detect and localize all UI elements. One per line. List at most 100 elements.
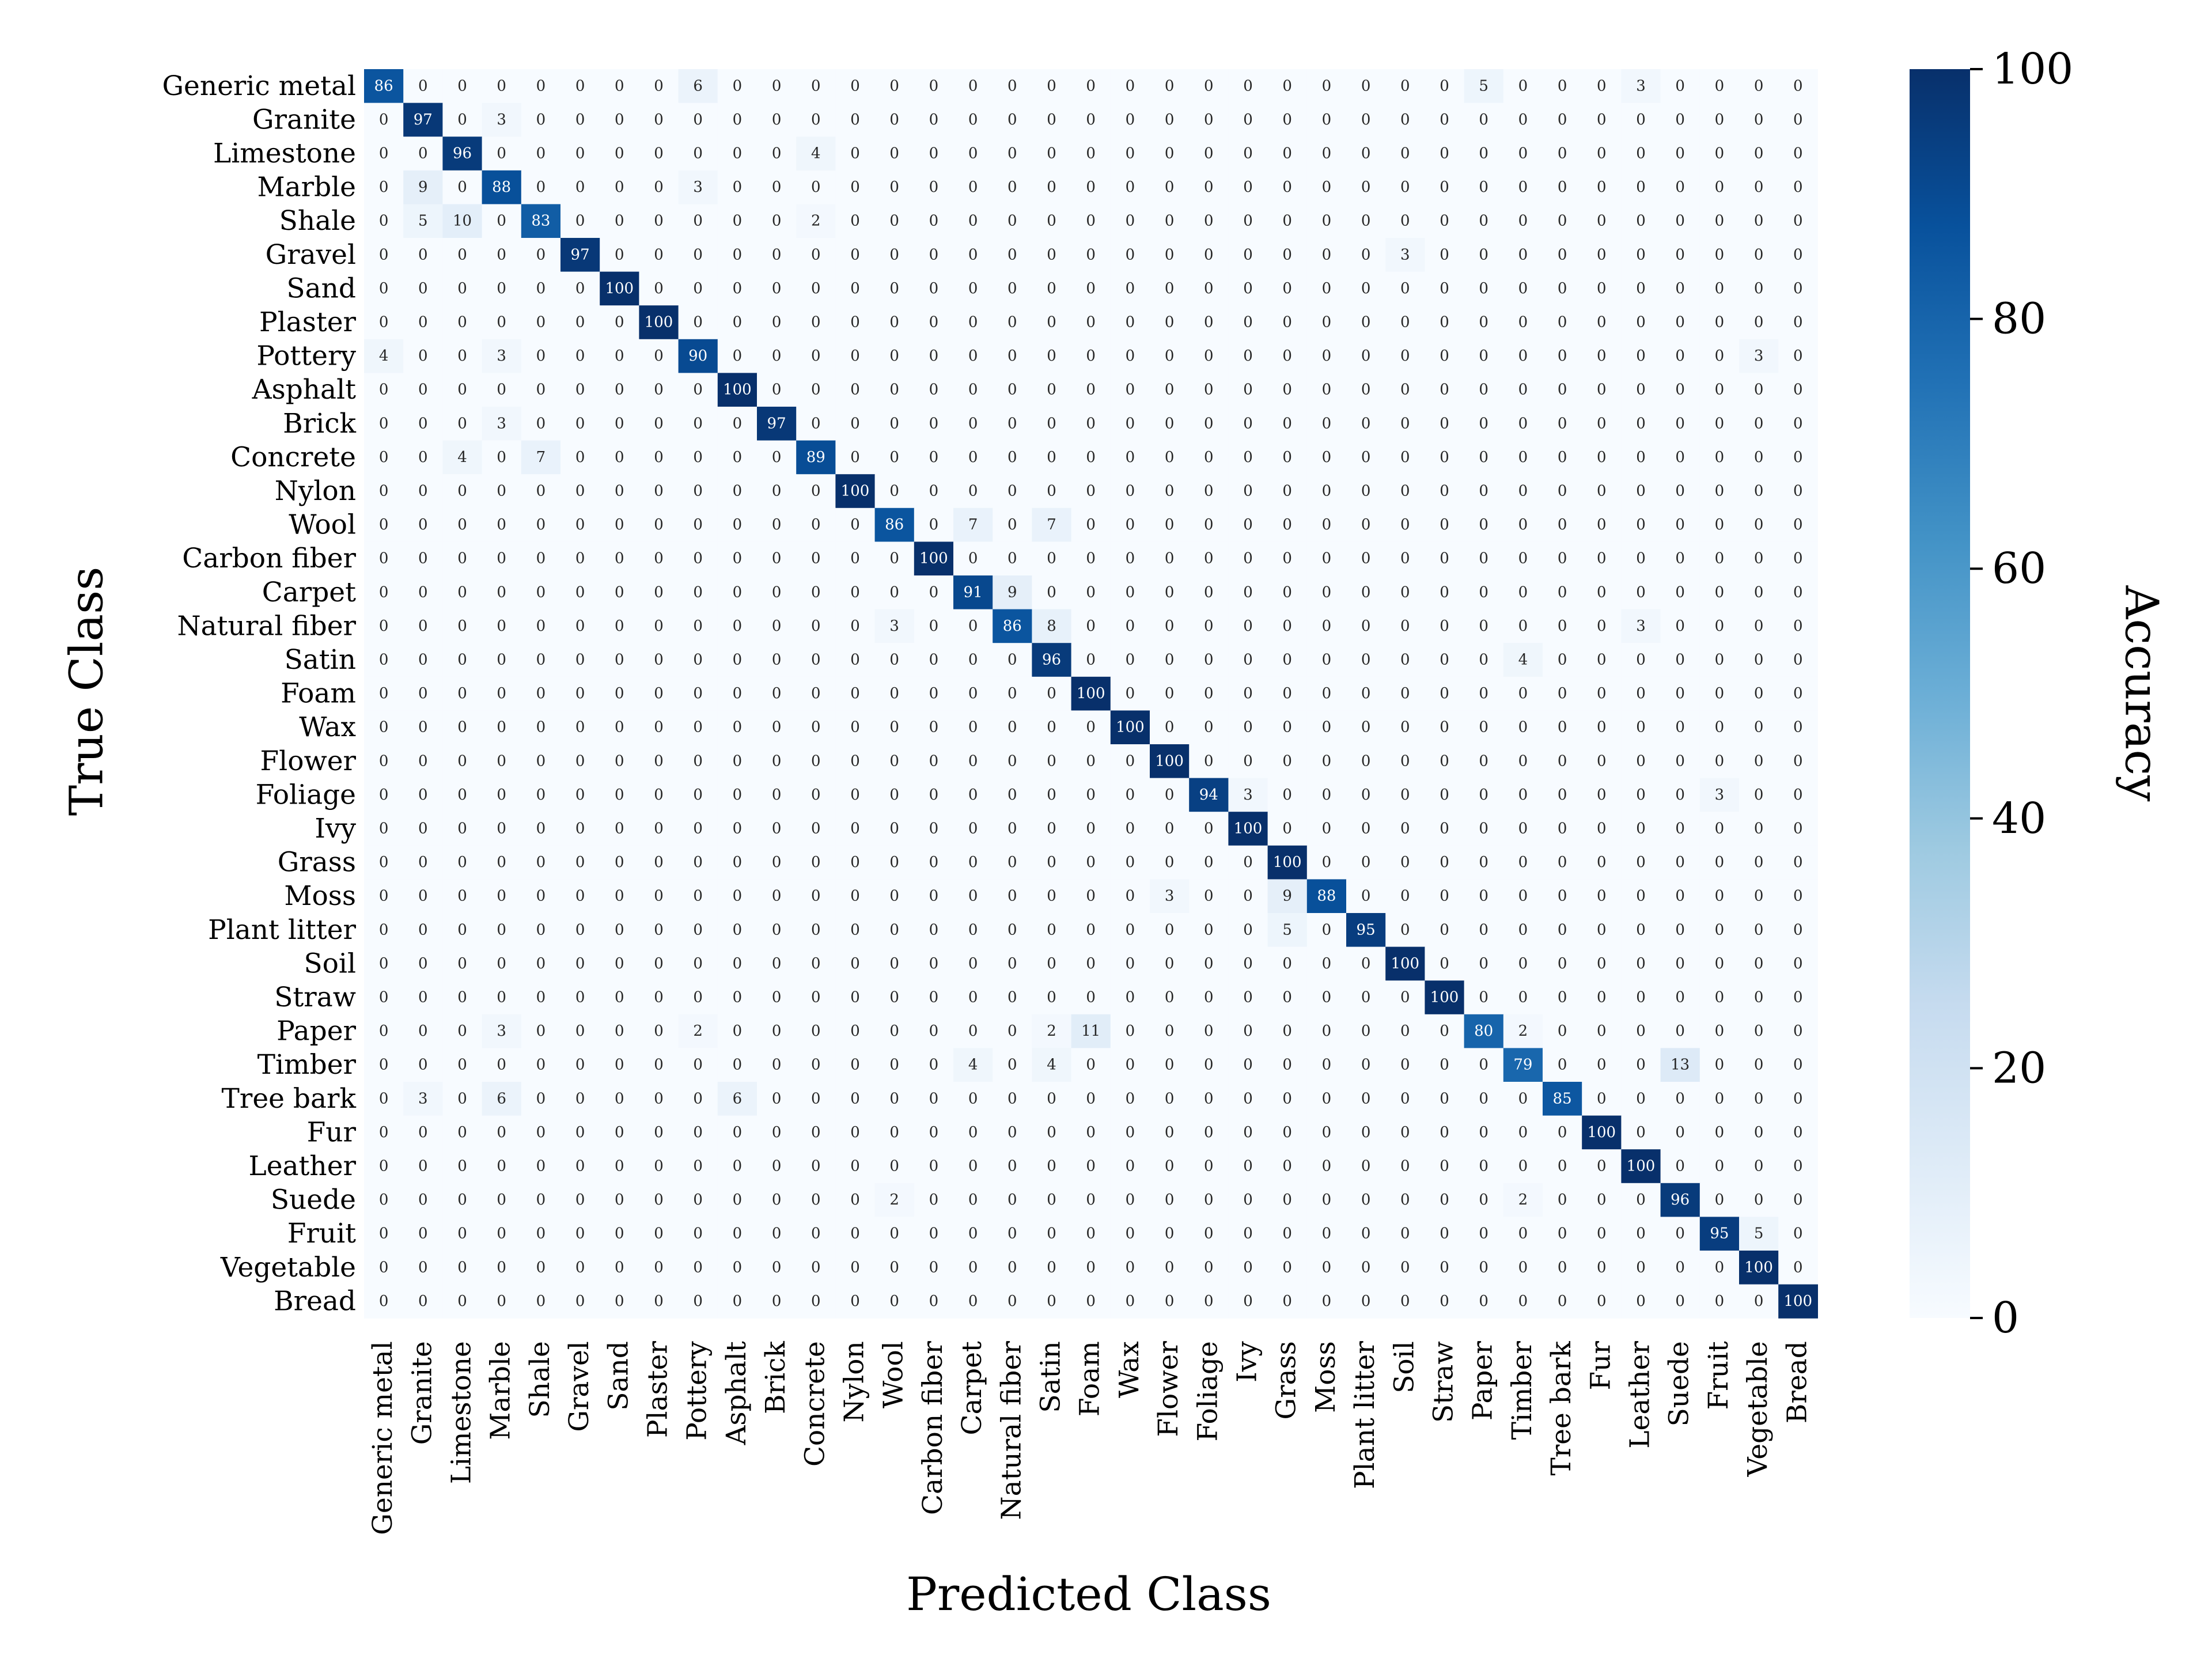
cell-value-label: 0 <box>929 1124 939 1141</box>
cell-value-label: 0 <box>1086 955 1096 972</box>
cell-value-label: 0 <box>1754 550 1764 567</box>
heatmap-cell <box>953 710 993 745</box>
heatmap-cell <box>1543 1048 1582 1082</box>
heatmap-cell <box>1110 1251 1150 1285</box>
heatmap-cell <box>521 1284 561 1319</box>
cell-value-label: 0 <box>1715 516 1725 533</box>
heatmap-cell <box>1660 1217 1700 1251</box>
cell-value-label: 0 <box>929 77 939 94</box>
cell-value-label: 0 <box>1440 921 1449 938</box>
cell-value-label: 0 <box>1518 415 1528 432</box>
heatmap-cell <box>717 575 757 610</box>
heatmap-cell <box>1385 980 1425 1015</box>
cell-value-label: 2 <box>693 1022 703 1040</box>
heatmap-cell <box>1346 339 1386 373</box>
cell-value-label: 0 <box>1361 179 1371 196</box>
cell-value-label: 0 <box>968 888 978 905</box>
heatmap-cell <box>1385 744 1425 779</box>
cell-value-label: 0 <box>1715 381 1725 399</box>
heatmap-cell <box>1110 744 1150 779</box>
heatmap-cell <box>1228 879 1268 914</box>
heatmap-cell <box>993 1251 1032 1285</box>
cell-value-label: 0 <box>575 1158 585 1175</box>
heatmap-cell <box>1503 1251 1543 1285</box>
heatmap-cell <box>796 1014 836 1048</box>
cell-value-label: 0 <box>1165 449 1175 466</box>
cell-value-label: 0 <box>1243 1293 1253 1310</box>
heatmap-cell <box>1228 575 1268 610</box>
cell-value-label: 0 <box>850 1225 860 1243</box>
cell-value-label: 0 <box>1479 685 1488 702</box>
cell-value-label: 0 <box>733 854 743 871</box>
heatmap-cell <box>1621 710 1661 745</box>
heatmap-cell <box>1071 812 1111 846</box>
cell-value-label: 2 <box>1047 1022 1056 1040</box>
cell-value-label: 0 <box>497 550 506 567</box>
cell-value-label: 0 <box>1636 1293 1646 1310</box>
x-tick-label: Soil <box>1388 1341 1420 1393</box>
heatmap-cell <box>717 1284 757 1319</box>
heatmap-cell <box>1228 1014 1268 1048</box>
heatmap-cell <box>953 980 993 1015</box>
cell-value-label: 0 <box>1204 449 1214 466</box>
heatmap-cell <box>1582 812 1622 846</box>
cell-value-label: 0 <box>1007 246 1017 263</box>
cell-value-label: 0 <box>1597 1022 1607 1040</box>
heatmap-cell <box>560 271 600 306</box>
heatmap-cell <box>993 339 1032 373</box>
heatmap-cell <box>1621 305 1661 340</box>
cell-value-label: 0 <box>536 786 546 804</box>
heatmap-cell <box>1228 1251 1268 1285</box>
cell-value-label: 0 <box>1597 314 1607 331</box>
heatmap-cell <box>678 1217 718 1251</box>
cell-value-label: 0 <box>1204 111 1214 128</box>
cell-value-label: 0 <box>1754 955 1764 972</box>
cell-value-label: 0 <box>1597 77 1607 94</box>
cell-value-label: 0 <box>1007 381 1017 399</box>
cell-value-label: 0 <box>1793 77 1803 94</box>
heatmap-cell <box>1739 609 1779 643</box>
cell-value-label: 0 <box>615 179 624 196</box>
cell-value-label: 0 <box>575 786 585 804</box>
heatmap-cell <box>1189 271 1229 306</box>
heatmap-cell <box>835 407 876 441</box>
cell-value-label: 0 <box>1400 314 1410 331</box>
cell-value-label: 0 <box>1165 1056 1175 1074</box>
colorbar-tick-label: 60 <box>1992 544 2046 593</box>
heatmap-cell <box>1189 305 1229 340</box>
heatmap-cell <box>1306 1048 1347 1082</box>
cell-value-label: 0 <box>615 786 624 804</box>
heatmap-cell <box>1110 710 1150 745</box>
heatmap-cell <box>757 541 797 576</box>
heatmap-cell <box>835 1149 876 1184</box>
x-tick-label: Natural fiber <box>995 1341 1027 1520</box>
cell-value-label: 0 <box>379 483 389 500</box>
heatmap-cell <box>364 1149 404 1184</box>
heatmap-cell <box>953 204 993 238</box>
heatmap-cell <box>717 609 757 643</box>
heatmap-cell <box>364 812 404 846</box>
cell-value-label: 0 <box>1558 347 1567 365</box>
cell-value-label: 0 <box>693 719 703 736</box>
heatmap-cell <box>1464 913 1504 948</box>
heatmap-cell <box>482 710 522 745</box>
cell-value-label: 0 <box>379 786 389 804</box>
heatmap-cell <box>1267 1284 1308 1319</box>
heatmap-cell <box>1346 778 1386 812</box>
cell-value-label: 0 <box>1518 449 1528 466</box>
heatmap-cell <box>1189 407 1229 441</box>
cell-value-label: 0 <box>1636 1056 1646 1074</box>
heatmap-cell <box>835 373 876 407</box>
cell-value-label: 0 <box>693 550 703 567</box>
cell-value-label: 0 <box>1322 752 1332 770</box>
cell-value-label: 0 <box>1479 820 1488 838</box>
heatmap-cell <box>560 710 600 745</box>
cell-value-label: 0 <box>772 685 782 702</box>
cell-value-label: 0 <box>1675 685 1685 702</box>
heatmap-cell <box>1778 1014 1818 1048</box>
heatmap-cell <box>1739 778 1779 812</box>
heatmap-cell <box>1543 1183 1582 1217</box>
cell-value-label: 0 <box>1243 652 1253 669</box>
heatmap-cell <box>639 710 679 745</box>
heatmap-cell <box>1503 1284 1543 1319</box>
